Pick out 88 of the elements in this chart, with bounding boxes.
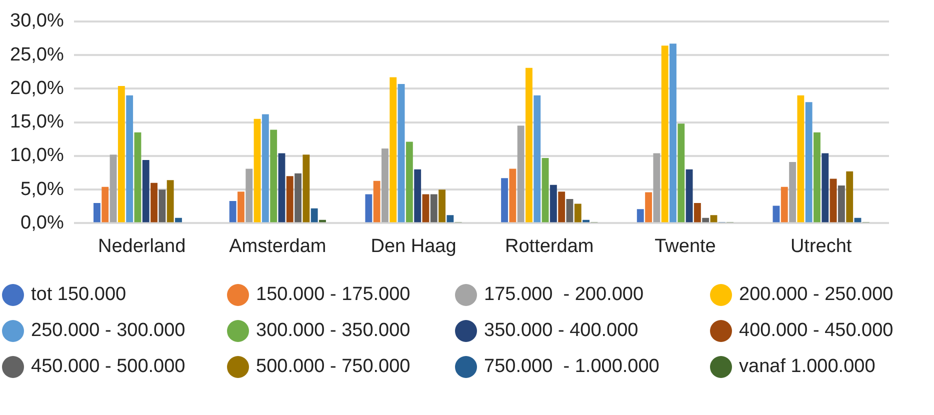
bar: [526, 68, 532, 222]
bar: [373, 180, 380, 222]
bar: [661, 46, 668, 222]
bar: [686, 169, 693, 222]
legend-label: 500.000 - 750.000: [256, 356, 410, 378]
bar: [270, 130, 278, 222]
bar: [166, 180, 174, 222]
bar: [254, 118, 261, 222]
bar: [678, 124, 685, 222]
bar: [438, 190, 446, 222]
bar: [822, 153, 829, 222]
bar: [94, 203, 100, 222]
bar: [294, 173, 302, 222]
bar: [517, 126, 524, 222]
bar: [670, 44, 676, 222]
legend-label: 350.000 - 400.000: [484, 320, 638, 342]
bar: [365, 194, 372, 222]
bar: [310, 208, 318, 222]
bar: [694, 203, 701, 222]
bar: [382, 148, 388, 222]
bar: [175, 218, 182, 222]
legend-label: 150.000 - 175.000: [256, 284, 410, 306]
legend-label: 450.000 - 500.000: [31, 356, 186, 378]
bar: [789, 162, 796, 222]
bar: [126, 95, 134, 222]
bar: [262, 114, 269, 222]
bar: [501, 178, 508, 222]
bar: [246, 168, 253, 222]
y-tick-label: 30,0%: [10, 10, 64, 32]
bar: [134, 132, 142, 222]
bar: [772, 206, 780, 222]
legend-label: 400.000 - 450.000: [739, 320, 894, 342]
bar: [110, 154, 117, 222]
bar: [653, 153, 660, 222]
legend-label: vanaf 1.000.000: [739, 356, 876, 378]
bar: [302, 154, 310, 222]
bar: [238, 192, 244, 222]
y-tick-label: 10,0%: [10, 145, 64, 166]
bar: [150, 182, 158, 222]
bar: [142, 160, 150, 222]
y-tick-label: 5,0%: [20, 178, 64, 200]
legend-label: 200.000 - 250.000: [739, 284, 894, 306]
bar: [846, 171, 854, 222]
bar: [550, 184, 557, 222]
legend-label: 250.000 - 300.000: [31, 320, 186, 342]
bar: [574, 204, 582, 222]
legend-label: 300.000 - 350.000: [256, 320, 410, 342]
bar: [158, 190, 166, 222]
bar: [636, 209, 644, 222]
x-tick-label: Den Haag: [370, 236, 456, 257]
bar: [406, 142, 413, 222]
x-tick-label: Amsterdam: [229, 236, 326, 257]
x-tick-label: Rotterdam: [505, 236, 594, 257]
x-tick-label: Utrecht: [790, 236, 852, 257]
y-tick-label: 15,0%: [10, 112, 64, 133]
bar: [645, 192, 652, 222]
bar: [102, 186, 109, 222]
bar: [702, 218, 710, 222]
bar: [797, 95, 804, 222]
bar: [286, 176, 294, 222]
bar: [558, 192, 566, 222]
bar: [390, 77, 397, 222]
bar: [710, 215, 718, 222]
bar: [509, 168, 516, 222]
bar: [838, 186, 845, 222]
bar: [542, 158, 549, 222]
bar: [422, 194, 430, 222]
x-tick-label: Nederland: [98, 236, 186, 257]
bar: [414, 169, 422, 222]
bar: [534, 95, 541, 222]
legend-label: 750.000 - 1.000.000: [484, 356, 660, 378]
legend-label: tot 150.000: [31, 284, 126, 306]
bar: [805, 102, 812, 222]
bar: [830, 178, 837, 222]
y-tick-label: 25,0%: [10, 44, 64, 66]
bar: [814, 132, 820, 222]
bar: [118, 86, 125, 222]
bar: [278, 153, 286, 222]
legend-label: 175.000 - 200.000: [484, 284, 644, 306]
bar: [398, 84, 405, 222]
bar: [229, 201, 236, 222]
bar: [780, 186, 788, 222]
x-tick-label: Twente: [654, 236, 716, 257]
y-tick-label: 0,0%: [20, 212, 64, 234]
bar: [566, 198, 574, 222]
bar: [446, 215, 454, 222]
bar: [430, 194, 438, 222]
y-tick-label: 20,0%: [10, 78, 64, 99]
